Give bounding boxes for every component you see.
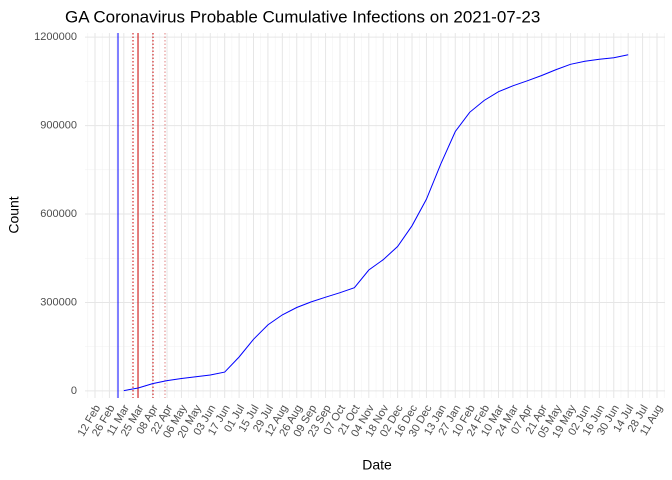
y-tick-label: 0: [71, 385, 77, 397]
grid: [85, 33, 665, 398]
chart-title: GA Coronavirus Probable Cumulative Infec…: [65, 7, 540, 26]
y-axis-title: Count: [6, 196, 22, 233]
x-axis-title: Date: [362, 457, 392, 473]
y-tick-label: 900000: [40, 119, 77, 131]
y-tick-label: 300000: [40, 296, 77, 308]
reference-lines: [117, 33, 166, 398]
y-tick-label: 600000: [40, 208, 77, 220]
line: [123, 54, 629, 392]
y-tick-label: 1200000: [34, 31, 77, 43]
